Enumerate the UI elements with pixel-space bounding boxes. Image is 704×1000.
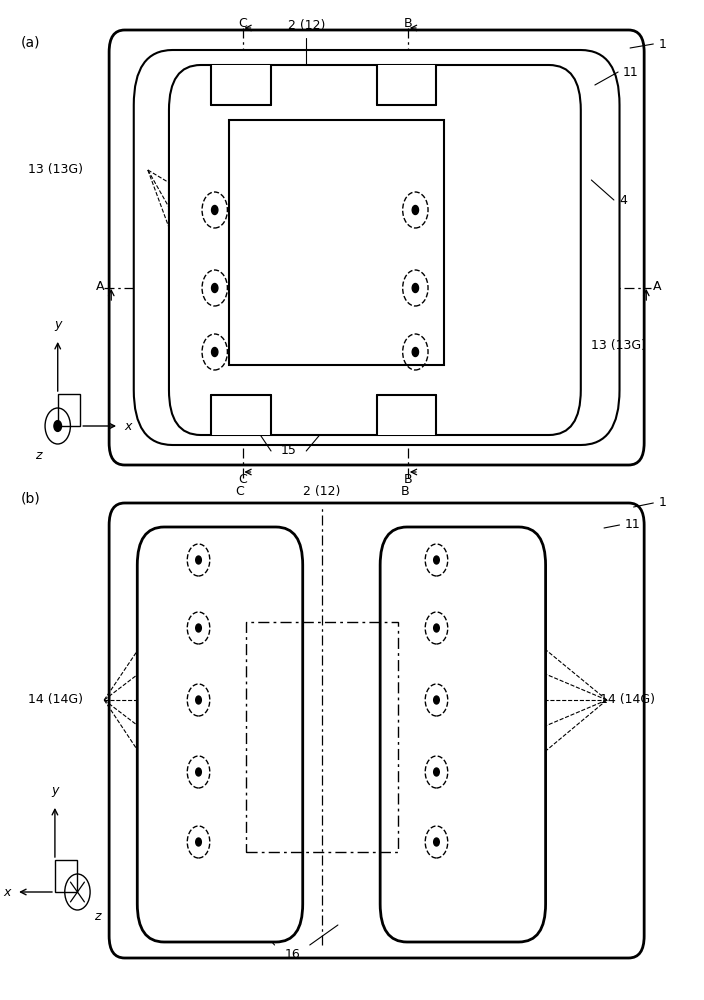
Circle shape [412, 206, 418, 215]
FancyBboxPatch shape [109, 503, 644, 958]
Text: x: x [125, 420, 132, 432]
Text: C: C [235, 485, 244, 498]
Bar [58, 394, 80, 426]
Text: 14 (14G): 14 (14G) [28, 694, 83, 706]
FancyBboxPatch shape [380, 527, 546, 942]
Circle shape [412, 348, 418, 357]
Bar [55, 860, 77, 892]
Circle shape [196, 624, 201, 632]
FancyBboxPatch shape [134, 50, 620, 445]
Text: 15: 15 [281, 444, 296, 458]
Circle shape [434, 768, 439, 776]
Text: B: B [404, 473, 413, 486]
Text: C: C [239, 473, 247, 486]
Text: 13 (13G): 13 (13G) [28, 163, 83, 176]
Bar [211, 65, 271, 105]
Bar [211, 395, 271, 435]
Text: C: C [239, 17, 247, 30]
Circle shape [434, 556, 439, 564]
Text: 13 (13G): 13 (13G) [591, 338, 646, 352]
Circle shape [434, 838, 439, 846]
Text: B: B [404, 17, 413, 30]
Circle shape [196, 696, 201, 704]
Circle shape [211, 206, 218, 215]
Circle shape [412, 284, 418, 292]
Circle shape [196, 768, 201, 776]
Circle shape [434, 696, 439, 704]
Text: 1: 1 [658, 496, 666, 510]
Text: z: z [35, 449, 42, 462]
Circle shape [196, 556, 201, 564]
Text: A: A [653, 279, 662, 292]
Bar [377, 65, 436, 105]
Bar [377, 395, 436, 435]
Text: 11: 11 [623, 66, 639, 79]
Text: B: B [401, 485, 409, 498]
Text: 2 (12): 2 (12) [303, 485, 341, 498]
Bar [246, 622, 398, 852]
Circle shape [54, 421, 61, 431]
Text: z: z [94, 910, 100, 923]
FancyBboxPatch shape [130, 515, 623, 945]
Text: x: x [4, 886, 11, 898]
FancyBboxPatch shape [109, 30, 644, 465]
Text: y: y [51, 784, 58, 797]
Text: y: y [54, 318, 61, 331]
Text: A: A [96, 279, 104, 292]
Text: 16: 16 [284, 948, 300, 961]
Text: (a): (a) [21, 35, 41, 49]
Text: 11: 11 [625, 518, 641, 532]
Circle shape [211, 348, 218, 357]
FancyBboxPatch shape [137, 527, 303, 942]
Bar [229, 120, 444, 365]
Text: 1: 1 [658, 37, 666, 50]
Text: 4: 4 [620, 194, 627, 207]
Circle shape [211, 284, 218, 292]
FancyBboxPatch shape [169, 65, 581, 435]
Circle shape [434, 624, 439, 632]
Text: (b): (b) [21, 492, 41, 506]
Circle shape [196, 838, 201, 846]
Text: 2 (12): 2 (12) [287, 19, 325, 32]
Text: 14 (14G): 14 (14G) [600, 694, 655, 706]
